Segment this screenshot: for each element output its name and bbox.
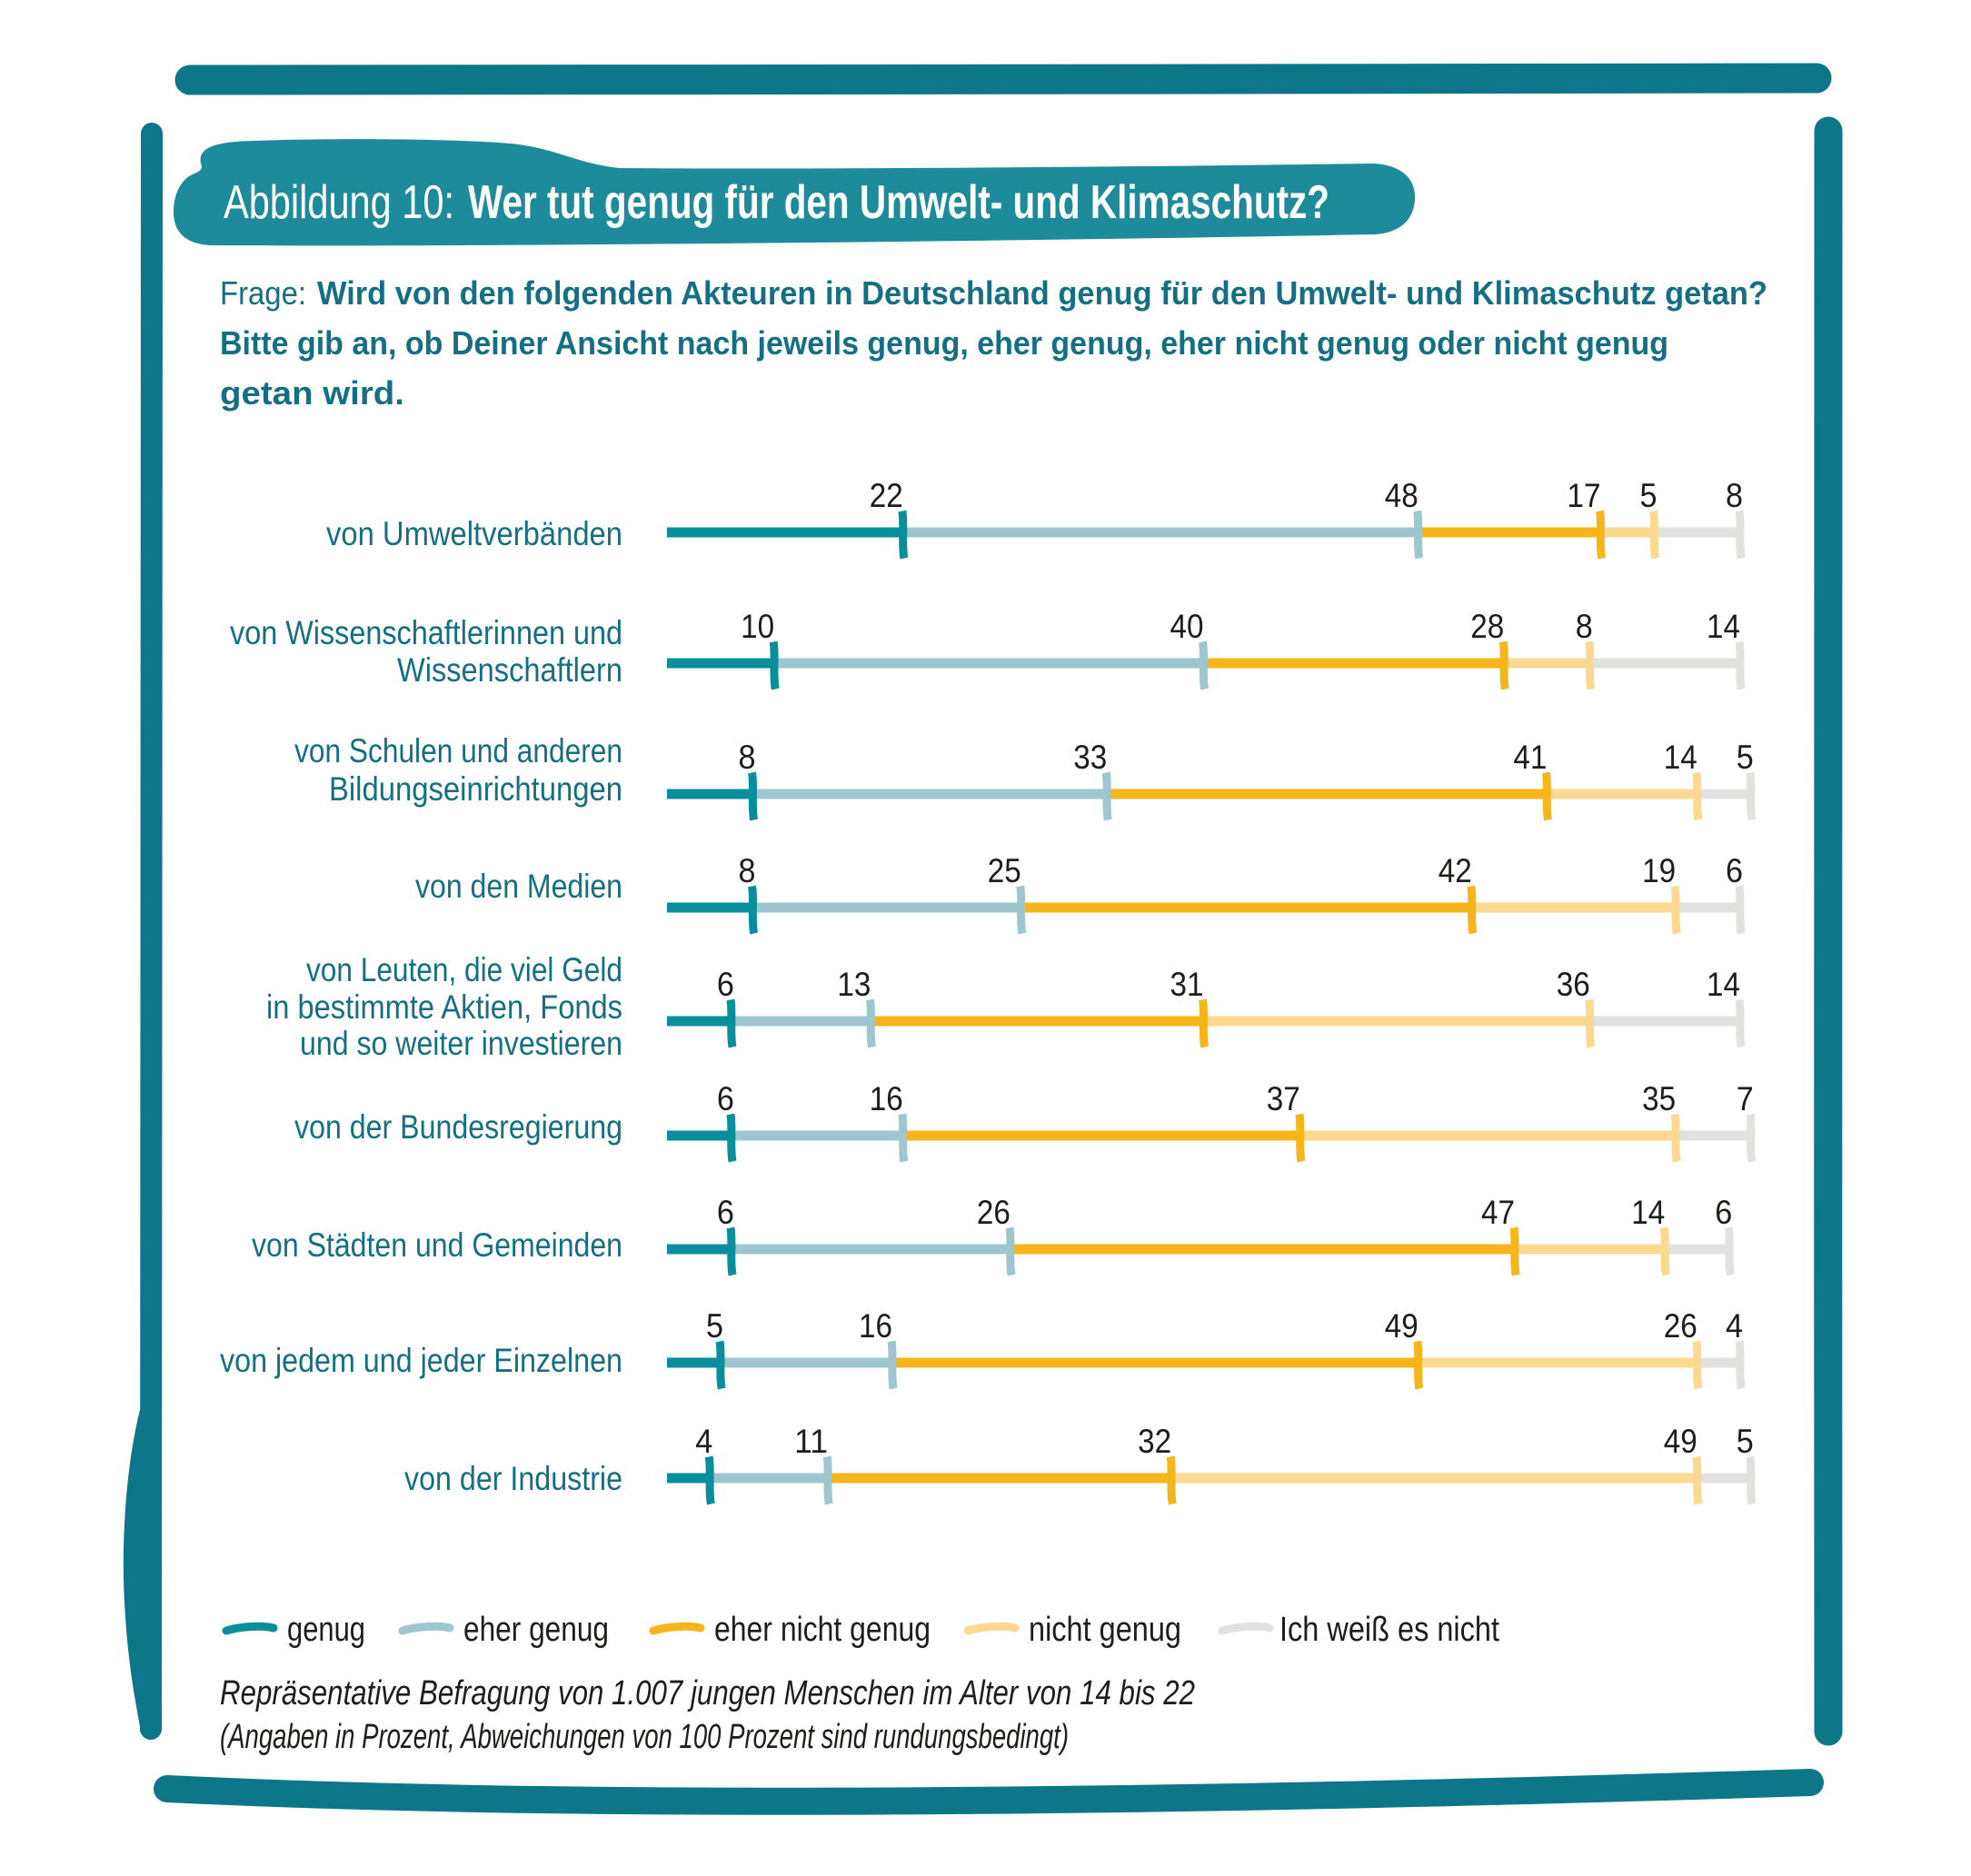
svg-text:von der Bundesregierung: von der Bundesregierung	[294, 1108, 622, 1146]
svg-text:22: 22	[870, 477, 903, 514]
svg-text:nicht genug: nicht genug	[1029, 1611, 1181, 1649]
svg-text:8: 8	[1576, 608, 1593, 645]
svg-text:37: 37	[1267, 1080, 1300, 1117]
svg-text:Wissenschaftlern: Wissenschaftlern	[397, 651, 622, 689]
svg-text:14: 14	[1707, 608, 1740, 645]
svg-text:16: 16	[859, 1307, 892, 1345]
svg-text:8: 8	[1726, 477, 1743, 514]
svg-text:Bildungseinrichtungen: Bildungseinrichtungen	[329, 770, 622, 808]
svg-text:5: 5	[1640, 477, 1657, 514]
svg-text:5: 5	[706, 1307, 723, 1345]
svg-text:33: 33	[1073, 739, 1107, 776]
svg-text:16: 16	[870, 1080, 903, 1117]
svg-text:17: 17	[1568, 477, 1601, 514]
svg-text:42: 42	[1438, 852, 1472, 889]
svg-text:6: 6	[717, 1080, 734, 1117]
svg-text:von der Industrie: von der Industrie	[404, 1460, 622, 1497]
svg-text:von Leuten, die viel Geld: von Leuten, die viel Geld	[306, 951, 622, 988]
svg-text:in bestimmte Aktien, Fonds: in bestimmte Aktien, Fonds	[266, 988, 622, 1026]
svg-text:13: 13	[837, 966, 871, 1003]
svg-text:Ich weiß es nicht: Ich weiß es nicht	[1279, 1611, 1499, 1649]
svg-text:8: 8	[739, 852, 756, 889]
svg-text:6: 6	[1715, 1194, 1732, 1231]
svg-text:49: 49	[1385, 1307, 1419, 1345]
svg-text:Frage:: Frage:	[220, 274, 306, 312]
svg-text:49: 49	[1664, 1423, 1697, 1460]
svg-text:48: 48	[1385, 477, 1419, 514]
svg-text:31: 31	[1170, 966, 1204, 1003]
svg-text:14: 14	[1631, 1194, 1665, 1231]
svg-text:genug: genug	[287, 1611, 365, 1649]
svg-text:Wird von den folgenden Akteure: Wird von den folgenden Akteuren in Deuts…	[317, 274, 1767, 312]
svg-text:7: 7	[1737, 1080, 1754, 1117]
svg-text:6: 6	[717, 966, 734, 1003]
svg-text:41: 41	[1513, 739, 1547, 776]
svg-text:Bitte gib an, ob Deiner Ansich: Bitte gib an, ob Deiner Ansicht nach jew…	[220, 324, 1668, 362]
svg-text:und so weiter investieren: und so weiter investieren	[300, 1025, 622, 1062]
svg-text:von Wissenschaftlerinnen und: von Wissenschaftlerinnen und	[230, 614, 622, 651]
svg-text:5: 5	[1737, 739, 1754, 776]
svg-text:von Umweltverbänden: von Umweltverbänden	[326, 515, 622, 552]
svg-text:8: 8	[739, 739, 756, 776]
svg-text:Repräsentative Befragung von 1: Repräsentative Befragung von 1.007 junge…	[220, 1674, 1195, 1712]
svg-text:von jedem und jeder Einzelnen: von jedem und jeder Einzelnen	[220, 1342, 622, 1379]
svg-text:26: 26	[977, 1194, 1010, 1231]
svg-text:von den Medien: von den Medien	[415, 868, 622, 905]
svg-text:14: 14	[1664, 739, 1697, 776]
svg-text:6: 6	[1726, 852, 1743, 889]
svg-text:Wer tut genug für den Umwelt-: Wer tut genug für den Umwelt- und Klimas…	[468, 176, 1329, 229]
svg-text:36: 36	[1557, 966, 1590, 1003]
svg-text:4: 4	[695, 1423, 712, 1460]
svg-text:getan wird.: getan wird.	[220, 374, 404, 412]
svg-text:26: 26	[1664, 1307, 1697, 1345]
svg-text:35: 35	[1642, 1080, 1676, 1117]
svg-text:10: 10	[741, 608, 774, 645]
svg-text:25: 25	[988, 852, 1021, 889]
svg-text:von Schulen und anderen: von Schulen und anderen	[294, 732, 622, 769]
svg-text:eher nicht genug: eher nicht genug	[714, 1611, 931, 1649]
svg-text:28: 28	[1470, 608, 1504, 645]
svg-text:(Angaben in Prozent, Abweichun: (Angaben in Prozent, Abweichungen von 10…	[220, 1718, 1069, 1756]
svg-text:Abbildung 10:: Abbildung 10:	[224, 176, 454, 229]
svg-text:von Städten und Gemeinden: von Städten und Gemeinden	[252, 1226, 622, 1264]
svg-text:32: 32	[1138, 1423, 1171, 1460]
svg-text:11: 11	[794, 1423, 828, 1460]
svg-text:19: 19	[1642, 852, 1676, 889]
svg-text:6: 6	[717, 1194, 734, 1231]
svg-text:4: 4	[1726, 1307, 1743, 1345]
svg-text:40: 40	[1170, 608, 1204, 645]
svg-text:47: 47	[1481, 1194, 1515, 1231]
svg-text:14: 14	[1707, 966, 1740, 1003]
svg-text:5: 5	[1737, 1423, 1754, 1460]
svg-text:eher genug: eher genug	[463, 1611, 609, 1649]
